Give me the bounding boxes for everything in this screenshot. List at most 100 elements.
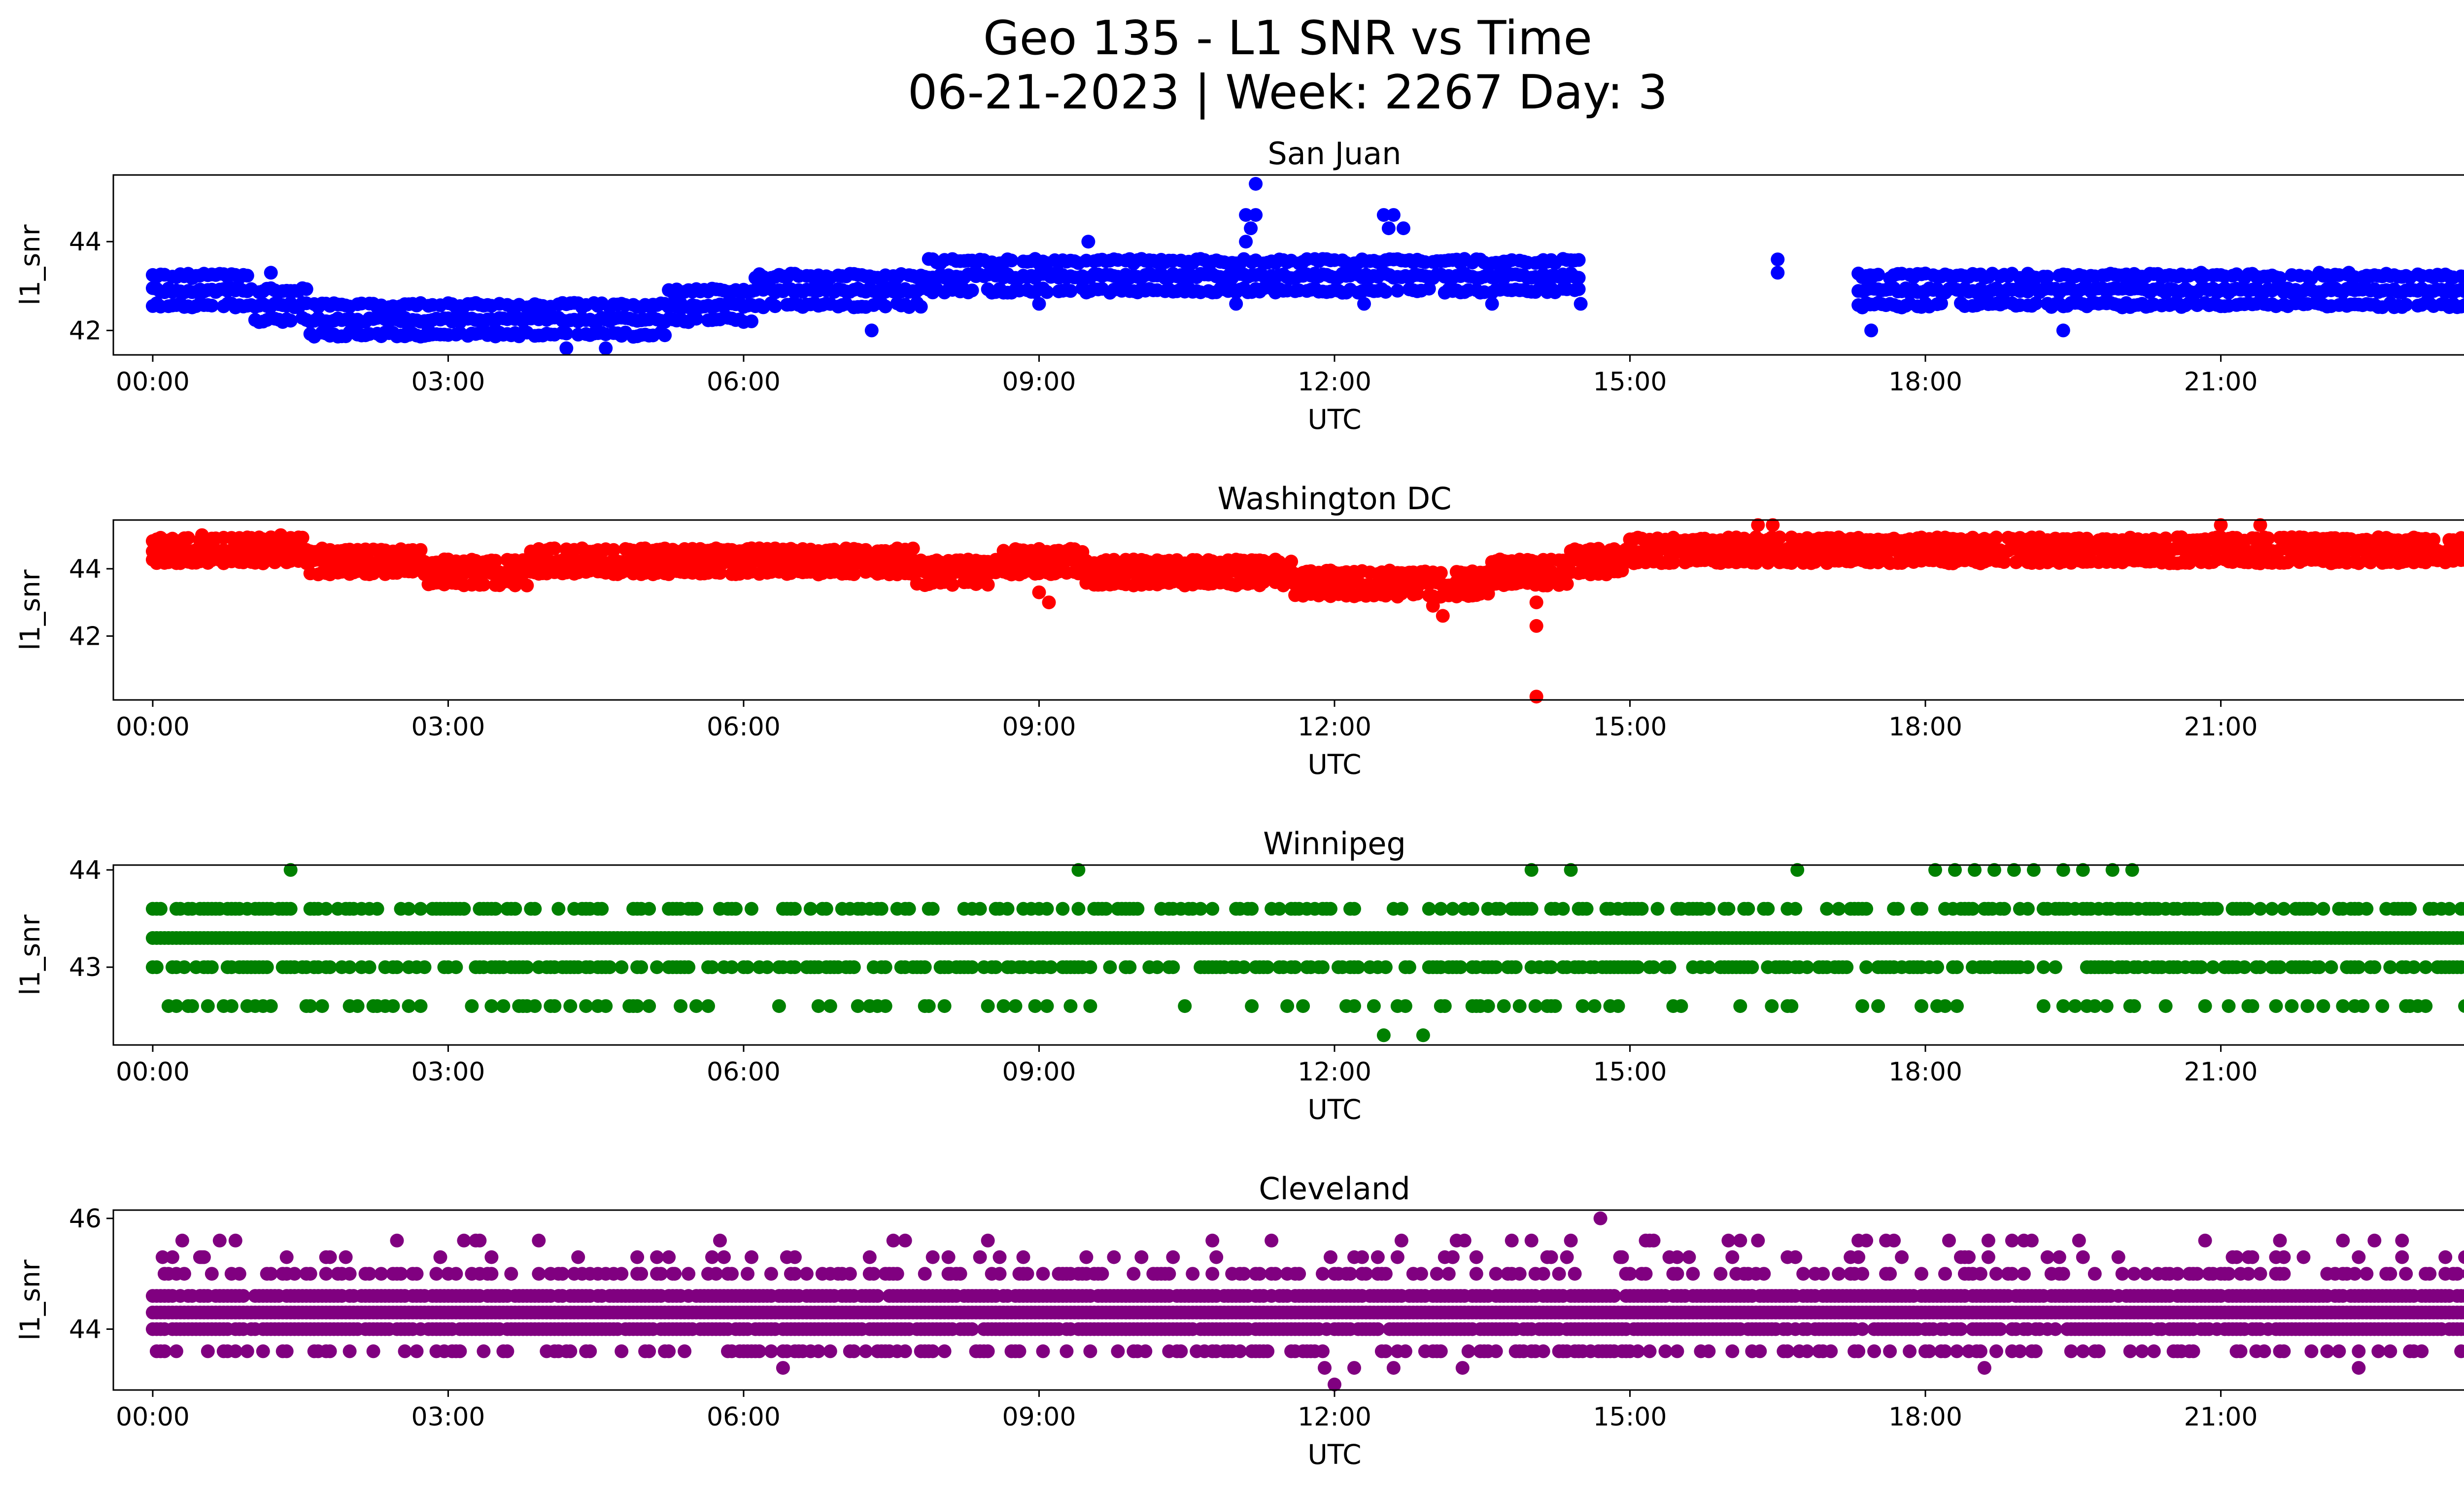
- data-point: [1099, 902, 1113, 916]
- data-point: [1529, 595, 1543, 610]
- data-point: [1071, 902, 1086, 916]
- data-point: [477, 1344, 491, 1358]
- data-point: [1357, 297, 1371, 311]
- scatter-series: [145, 1211, 2464, 1391]
- data-point: [1930, 960, 1944, 974]
- data-point: [1966, 902, 1980, 916]
- data-point: [1150, 960, 1164, 974]
- data-point: [157, 1344, 171, 1358]
- data-point: [725, 960, 739, 974]
- data-point: [1044, 960, 1058, 974]
- data-point: [315, 999, 329, 1013]
- data-point: [398, 1344, 412, 1358]
- data-point: [1485, 297, 1499, 311]
- panel-title: Winnipeg: [1263, 826, 1406, 862]
- data-point: [1000, 902, 1015, 916]
- data-point: [2324, 960, 2338, 974]
- data-point: [847, 567, 861, 581]
- data-point: [2265, 902, 2279, 916]
- x-tick-label: 21:00: [2184, 367, 2258, 397]
- data-point: [1042, 595, 1056, 610]
- data-point: [1579, 902, 1594, 916]
- data-point: [599, 341, 613, 355]
- x-tick-label: 06:00: [707, 1057, 781, 1087]
- data-point: [264, 266, 278, 280]
- data-point: [2277, 902, 2291, 916]
- data-point: [149, 960, 164, 974]
- data-point: [201, 999, 215, 1013]
- data-point: [1855, 999, 1870, 1013]
- data-point: [2356, 999, 2370, 1013]
- data-point: [1422, 281, 1436, 296]
- data-point: [1453, 960, 1468, 974]
- data-point: [177, 960, 191, 974]
- x-tick-label: 00:00: [116, 1057, 190, 1087]
- data-point: [1529, 690, 1543, 704]
- data-point: [2158, 999, 2173, 1013]
- data-point: [1178, 999, 1192, 1013]
- data-point: [2300, 999, 2315, 1013]
- data-point: [1194, 902, 1208, 916]
- data-point: [224, 999, 239, 1013]
- x-tick-label: 12:00: [1298, 367, 1371, 397]
- data-point: [413, 999, 428, 1013]
- data-point: [2312, 266, 2327, 280]
- data-point: [413, 902, 428, 916]
- data-point: [1284, 555, 1299, 569]
- data-point: [240, 269, 254, 283]
- data-point: [1237, 960, 1251, 974]
- data-point: [1508, 960, 1523, 974]
- data-point: [1528, 999, 1542, 1013]
- data-point: [1497, 999, 1511, 1013]
- data-point: [607, 543, 621, 557]
- data-point: [1915, 902, 1928, 916]
- data-point: [256, 1344, 270, 1358]
- data-point: [1239, 235, 1253, 249]
- data-point: [1261, 960, 1275, 974]
- data-point: [390, 1233, 404, 1248]
- data-point: [2407, 960, 2421, 974]
- data-point: [1871, 268, 1885, 282]
- data-point: [1572, 253, 1586, 267]
- data-point: [274, 528, 288, 542]
- data-point: [1367, 999, 1381, 1013]
- data-point: [169, 999, 183, 1013]
- data-point: [2198, 999, 2212, 1013]
- data-point: [682, 960, 696, 974]
- data-point: [745, 314, 758, 328]
- data-point: [350, 999, 365, 1013]
- data-point: [2462, 272, 2464, 282]
- data-point: [1008, 999, 1023, 1013]
- data-point: [504, 1267, 518, 1281]
- data-point: [2419, 960, 2433, 974]
- data-point: [1587, 999, 1602, 1013]
- data-point: [1239, 208, 1253, 222]
- data-point: [1434, 566, 1448, 580]
- data-point: [2261, 531, 2275, 546]
- x-tick-label: 15:00: [1593, 367, 1667, 397]
- data-point: [1631, 960, 1645, 974]
- data-point: [1004, 253, 1019, 268]
- data-point: [1733, 999, 1747, 1013]
- data-point: [1081, 235, 1095, 249]
- data-point: [571, 1250, 585, 1264]
- data-point: [1398, 999, 1412, 1013]
- data-point: [500, 1344, 514, 1358]
- data-point: [583, 1344, 597, 1358]
- data-point: [787, 902, 802, 916]
- x-tick-label: 18:00: [1888, 1057, 1962, 1087]
- data-point: [996, 544, 1011, 558]
- data-point: [2375, 999, 2390, 1013]
- y-tick-label: 44: [69, 555, 102, 584]
- data-point: [2269, 999, 2283, 1013]
- data-point: [1032, 585, 1046, 599]
- data-point: [713, 566, 727, 580]
- data-point: [1288, 960, 1302, 974]
- data-point: [177, 1267, 191, 1281]
- data-point: [555, 1267, 570, 1281]
- data-point: [902, 902, 916, 916]
- data-point: [2040, 270, 2054, 284]
- data-point: [1381, 221, 1396, 236]
- data-point: [1524, 902, 1539, 916]
